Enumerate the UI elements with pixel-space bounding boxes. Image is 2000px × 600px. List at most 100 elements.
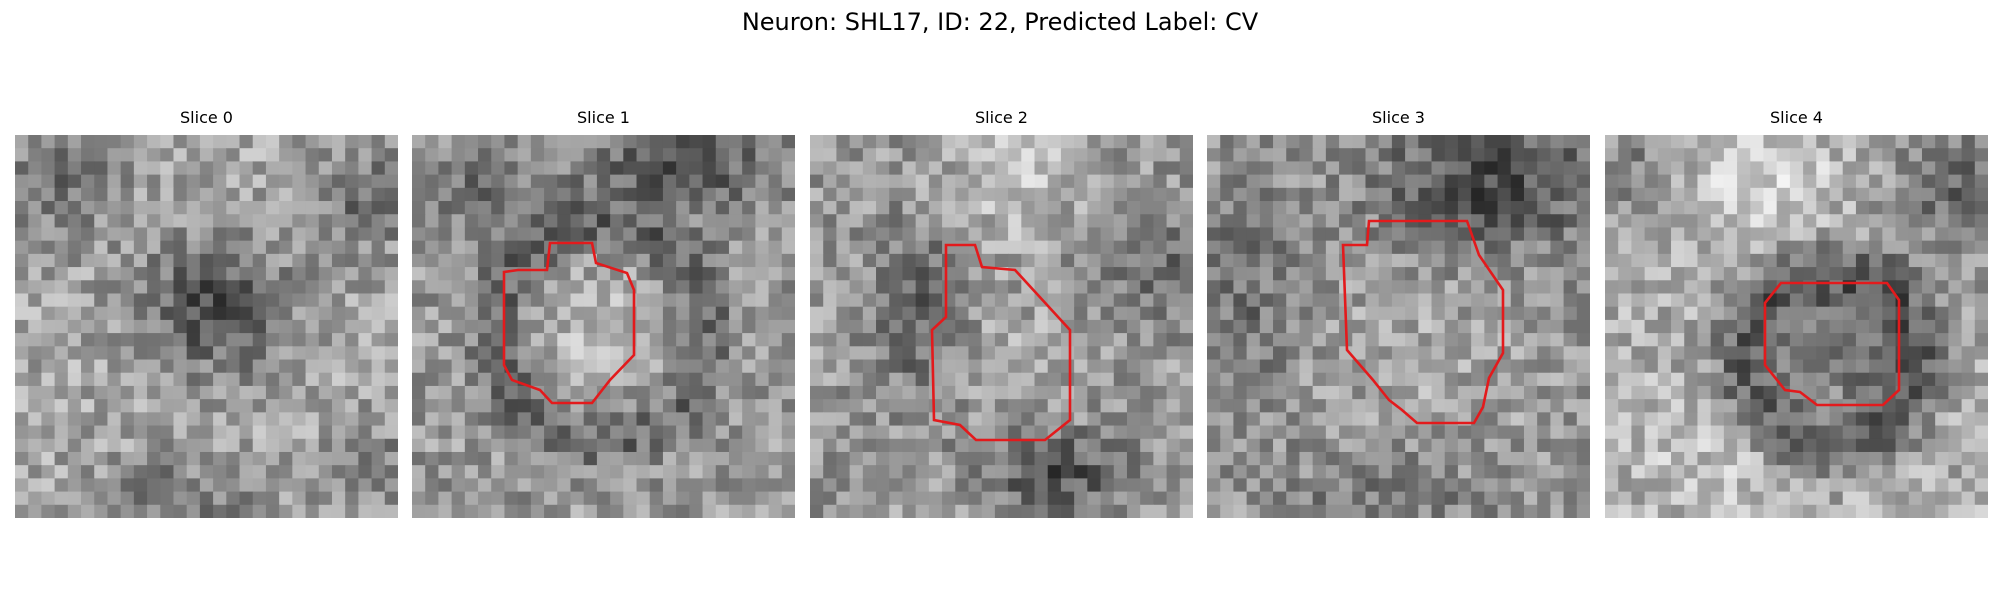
slice-2-pixel bbox=[994, 438, 1009, 453]
slice-0-pixel bbox=[160, 504, 175, 518]
slice-1-pixel bbox=[689, 346, 704, 361]
slice-3-pixel bbox=[1444, 504, 1459, 518]
slice-1-pixel bbox=[742, 253, 756, 268]
slice-3-pixel bbox=[1418, 306, 1433, 321]
slice-3-pixel bbox=[1339, 201, 1353, 215]
slice-3-pixel bbox=[1259, 187, 1274, 202]
slice-3-pixel bbox=[1233, 227, 1248, 242]
slice-3-pixel bbox=[1418, 135, 1433, 149]
slice-2-pixel bbox=[849, 187, 864, 202]
slice-0-pixel bbox=[331, 227, 346, 242]
slice-2-pixel bbox=[1087, 253, 1102, 268]
slice-3-pixel bbox=[1497, 412, 1512, 427]
slice-1-pixel bbox=[596, 293, 611, 308]
slice-1-pixel bbox=[570, 187, 585, 202]
slice-0-pixel bbox=[67, 187, 82, 202]
slice-1-pixel bbox=[649, 451, 664, 466]
slice-2-pixel bbox=[928, 148, 943, 163]
slice-4-pixel bbox=[1631, 478, 1646, 493]
slice-0-pixel bbox=[107, 240, 122, 255]
slice-4-pixel bbox=[1723, 451, 1738, 466]
slice-4-pixel bbox=[1842, 201, 1857, 215]
slice-2-pixel bbox=[994, 319, 1009, 334]
slice-3-pixel bbox=[1246, 306, 1261, 321]
slice-4-pixel bbox=[1671, 504, 1685, 518]
slice-2-pixel bbox=[902, 333, 917, 347]
slice-3-pixel bbox=[1325, 135, 1340, 149]
slice-1-pixel bbox=[755, 451, 770, 466]
slice-3-pixel bbox=[1312, 346, 1327, 361]
slice-3-pixel bbox=[1378, 425, 1393, 440]
slice-0-pixel bbox=[279, 280, 293, 295]
slice-2-pixel bbox=[1008, 306, 1022, 321]
slice-2-pixel bbox=[876, 385, 890, 400]
slice-4-pixel bbox=[1618, 240, 1633, 255]
slice-1-pixel bbox=[755, 187, 770, 202]
slice-0-pixel bbox=[94, 319, 109, 334]
slice-4-pixel bbox=[1631, 135, 1646, 149]
slice-0-pixel bbox=[147, 174, 161, 189]
slice-3-pixel bbox=[1352, 372, 1367, 387]
slice-0-pixel bbox=[28, 478, 43, 493]
slice-2-pixel bbox=[876, 478, 890, 493]
slice-0-pixel bbox=[160, 280, 175, 295]
slice-2-pixel bbox=[1140, 333, 1154, 347]
slice-1-pixel bbox=[623, 385, 638, 400]
slice-0-pixel bbox=[305, 333, 320, 347]
slice-4-pixel bbox=[1974, 319, 1988, 334]
slice-4-pixel bbox=[1631, 465, 1646, 479]
slice-4-pixel bbox=[1684, 319, 1699, 334]
slice-4-pixel bbox=[1618, 253, 1633, 268]
slice-2-pixel bbox=[1034, 412, 1049, 427]
slice-2-pixel bbox=[889, 425, 904, 440]
slice-0-pixel bbox=[213, 346, 227, 361]
slice-1-pixel bbox=[530, 372, 545, 387]
slice-2-pixel bbox=[1047, 333, 1062, 347]
slice-0-pixel bbox=[54, 214, 69, 229]
slice-4-pixel bbox=[1803, 214, 1817, 229]
slice-3-pixel bbox=[1537, 135, 1551, 149]
slice-0-pixel bbox=[120, 240, 135, 255]
slice-4-pixel bbox=[1789, 174, 1804, 189]
slice-1-pixel bbox=[702, 333, 717, 347]
slice-0-pixel bbox=[160, 451, 175, 466]
slice-4-pixel bbox=[1816, 187, 1831, 202]
slice-0-pixel bbox=[54, 174, 69, 189]
slice-2-pixel bbox=[862, 187, 877, 202]
slice-1-pixel bbox=[742, 504, 756, 518]
slice-1-pixel bbox=[570, 174, 585, 189]
slice-1-pixel bbox=[412, 372, 426, 387]
slice-4-pixel bbox=[1671, 161, 1685, 176]
slice-0-pixel bbox=[120, 399, 135, 413]
slice-1-pixel bbox=[544, 293, 558, 308]
slice-1-pixel bbox=[438, 253, 453, 268]
slice-4-pixel bbox=[1631, 359, 1646, 374]
slice-0-pixel bbox=[384, 438, 398, 453]
slice-3-pixel bbox=[1259, 161, 1274, 176]
slice-3-pixel bbox=[1352, 161, 1367, 176]
slice-3-pixel bbox=[1259, 385, 1274, 400]
slice-4-pixel bbox=[1789, 253, 1804, 268]
slice-3-pixel bbox=[1273, 267, 1287, 281]
slice-4-pixel bbox=[1961, 504, 1976, 518]
slice-3-pixel bbox=[1418, 346, 1433, 361]
slice-3-pixel bbox=[1457, 491, 1472, 506]
slice-0-pixel bbox=[133, 491, 148, 506]
slice-3-pixel bbox=[1365, 438, 1380, 453]
slice-4-pixel bbox=[1908, 478, 1923, 493]
slice-0-pixel bbox=[199, 346, 214, 361]
slice-4-pixel bbox=[1671, 135, 1685, 149]
slice-4-pixel bbox=[1803, 227, 1817, 242]
panel-title-slice-0: Slice 0 bbox=[180, 108, 233, 127]
slice-1-pixel bbox=[530, 425, 545, 440]
slice-1-pixel bbox=[596, 359, 611, 374]
slice-0-pixel bbox=[265, 385, 280, 400]
slice-2-pixel bbox=[1047, 135, 1062, 149]
slice-1-pixel bbox=[636, 227, 651, 242]
slice-3-pixel bbox=[1523, 201, 1538, 215]
slice-0-pixel bbox=[384, 174, 398, 189]
slice-1-pixel bbox=[425, 161, 440, 176]
slice-3-pixel bbox=[1444, 161, 1459, 176]
slice-1-pixel bbox=[451, 201, 466, 215]
slice-4-pixel bbox=[1908, 148, 1923, 163]
